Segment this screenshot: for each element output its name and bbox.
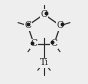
Text: C: C [51, 39, 58, 48]
Text: C: C [24, 21, 31, 30]
Text: C: C [41, 10, 47, 19]
Text: C: C [30, 39, 37, 48]
Text: Ti: Ti [40, 58, 48, 67]
Text: C: C [57, 21, 64, 30]
